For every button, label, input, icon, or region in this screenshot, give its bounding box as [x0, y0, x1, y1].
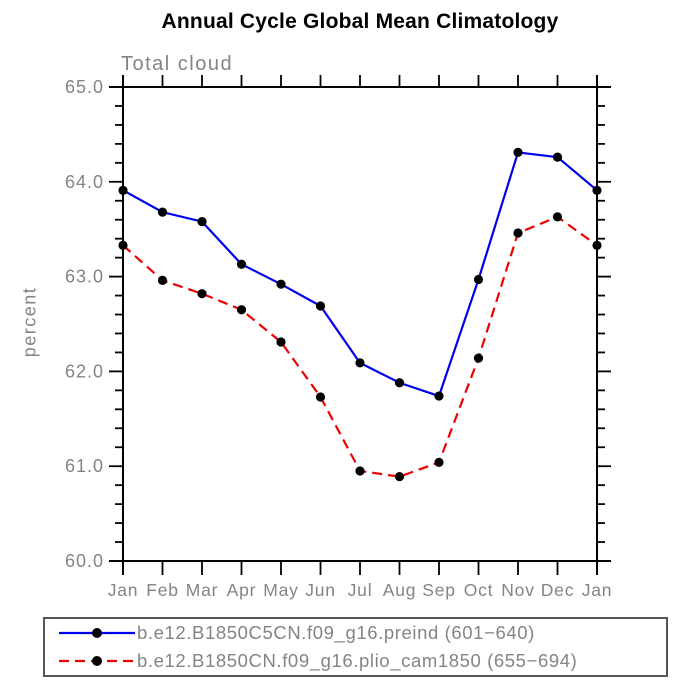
y-tick-label: 65.0 [65, 77, 104, 97]
data-point-marker [118, 185, 128, 195]
data-point-marker [276, 337, 286, 347]
data-point-marker [276, 279, 286, 289]
y-tick-label: 61.0 [65, 456, 104, 476]
x-tick-label: Jun [305, 580, 336, 600]
legend: b.e12.B1850C5CN.f09_g16.preind (601−640)… [43, 617, 668, 677]
data-point-marker [552, 152, 563, 162]
data-point-marker [236, 305, 247, 315]
y-tick-label: 62.0 [65, 361, 104, 381]
x-tick-label: Jul [348, 580, 373, 600]
legend-solid-line-icon [59, 628, 135, 638]
data-point-marker [197, 217, 207, 227]
legend-item-preind: b.e12.B1850C5CN.f09_g16.preind (601−640) [45, 619, 666, 647]
data-point-marker [157, 275, 168, 285]
data-point-marker [434, 391, 444, 401]
data-point-marker [315, 301, 326, 311]
legend-label: b.e12.B1850C5CN.f09_g16.preind (601−640) [137, 622, 535, 643]
data-point-marker [592, 240, 602, 250]
x-tick-label: Nov [501, 580, 535, 600]
x-tick-label: May [263, 580, 298, 600]
data-point-marker [473, 353, 484, 363]
x-tick-label: Jan [108, 580, 139, 600]
data-point-marker [513, 228, 523, 238]
data-point-marker [197, 289, 207, 299]
x-tick-label: Jan [582, 580, 613, 600]
data-point-marker [118, 240, 128, 250]
x-tick-label: Apr [227, 580, 257, 600]
data-point-marker [552, 212, 563, 222]
x-tick-label: Sep [422, 580, 456, 600]
y-tick-label: 64.0 [65, 172, 104, 192]
legend-label: b.e12.B1850CN.f09_g16.plio_cam1850 (655−… [137, 650, 578, 671]
data-point-marker [157, 207, 168, 217]
x-tick-label: Mar [186, 580, 219, 600]
data-point-marker [513, 147, 523, 158]
data-point-marker [315, 392, 326, 402]
x-tick-label: Aug [383, 580, 417, 600]
x-tick-label: Oct [464, 580, 494, 600]
legend-item-plio: b.e12.B1850CN.f09_g16.plio_cam1850 (655−… [45, 647, 666, 675]
x-tick-label: Dec [541, 580, 575, 600]
series-line-1 [122, 215, 598, 478]
y-tick-label: 60.0 [65, 551, 104, 571]
data-point-marker [355, 466, 365, 476]
data-point-marker [355, 358, 365, 368]
data-point-marker [434, 457, 444, 468]
data-point-marker [592, 185, 602, 195]
y-tick-label: 63.0 [65, 267, 104, 287]
data-point-marker [473, 274, 484, 285]
data-point-marker [394, 472, 405, 482]
data-point-marker [394, 378, 405, 388]
data-point-marker [236, 259, 247, 269]
x-tick-label: Feb [146, 580, 179, 600]
legend-dashed-line-icon [59, 656, 135, 666]
chart-subtitle: Total cloud [121, 53, 234, 75]
chart-title: Annual Cycle Global Mean Climatology [161, 10, 559, 33]
